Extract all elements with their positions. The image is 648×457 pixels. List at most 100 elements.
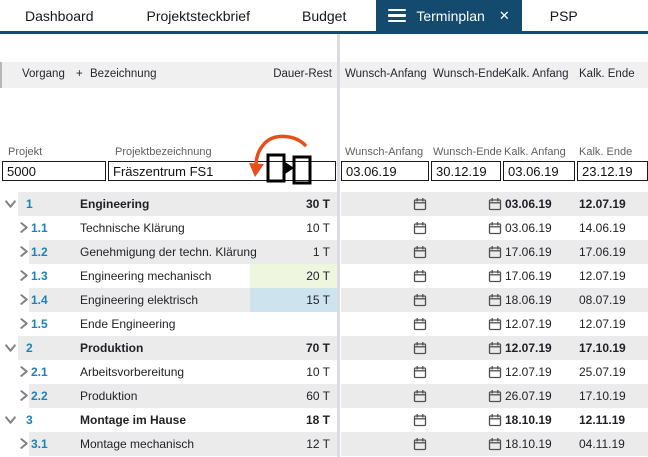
task-duration-cell[interactable]: 15 T: [250, 288, 337, 312]
task-row-left: 1.4 Engineering elektrisch 15 T: [0, 288, 337, 312]
expand-chevron-icon[interactable]: [17, 293, 30, 306]
task-row[interactable]: 2.2 Produktion 60 T 26.07.19 17.10.19: [0, 384, 648, 408]
project-kalk-ende-field[interactable]: [577, 161, 648, 181]
task-duration-cell[interactable]: 12 T: [250, 432, 337, 456]
task-duration-cell[interactable]: 60 T: [250, 384, 337, 408]
task-duration: 20 T: [306, 269, 330, 283]
task-row[interactable]: 1.5 Ende Engineering 12.07.19 12.07.19: [0, 312, 648, 336]
task-row[interactable]: 3 Montage im Hause 18 T 18.10.19 12.11.1…: [0, 408, 648, 432]
wunsch-ende-calendar-icon[interactable]: [488, 389, 502, 403]
task-row-left: 1.2 Genehmigung der techn. Klärung 1 T: [0, 240, 337, 264]
wunsch-anfang-calendar-icon[interactable]: [413, 197, 427, 211]
task-row[interactable]: 2.1 Arbeitsvorbereitung 10 T 12.07.19 25…: [0, 360, 648, 384]
wunsch-anfang-calendar-icon[interactable]: [413, 365, 427, 379]
task-row-right: 03.06.19 12.07.19: [341, 192, 648, 216]
wunsch-anfang-calendar-icon[interactable]: [413, 245, 427, 259]
task-duration-cell[interactable]: 10 T: [250, 216, 337, 240]
task-duration: 15 T: [306, 293, 330, 307]
task-number: 2.2: [31, 389, 48, 403]
tab-terminplan-label: Terminplan: [416, 7, 485, 24]
column-header-row: Vorgang + Bezeichnung Dauer-Rest Wunsch-…: [0, 62, 648, 88]
tab-projektsteckbrief-label: Projektsteckbrief: [146, 7, 250, 24]
task-row-background: [18, 192, 337, 216]
column-kalk-anfang: Kalk. Anfang: [504, 68, 569, 80]
kalk-anfang-date: 12.07.19: [505, 341, 552, 355]
menu-icon[interactable]: [388, 8, 407, 23]
expand-chevron-icon[interactable]: [17, 221, 30, 234]
task-duration-cell[interactable]: 1 T: [250, 240, 337, 264]
wunsch-ende-calendar-icon[interactable]: [488, 245, 502, 259]
task-duration-cell[interactable]: 18 T: [250, 408, 337, 432]
panel-divider[interactable]: [337, 34, 340, 457]
expand-chevron-icon[interactable]: [17, 245, 30, 258]
task-row[interactable]: 1.4 Engineering elektrisch 15 T 18.06.19…: [0, 288, 648, 312]
project-name-field[interactable]: [108, 161, 336, 181]
expand-chevron-icon[interactable]: [4, 197, 17, 210]
kalk-ende-date: 14.06.19: [579, 221, 626, 235]
kalk-anfang-date: 12.07.19: [505, 365, 552, 379]
wunsch-anfang-calendar-icon[interactable]: [413, 341, 427, 355]
kalk-anfang-date: 18.10.19: [505, 437, 552, 451]
project-number-field[interactable]: [2, 161, 106, 181]
project-wunsch-anfang-field[interactable]: [341, 161, 429, 181]
kalk-anfang-date: 18.06.19: [505, 293, 552, 307]
task-name: Engineering: [80, 197, 150, 211]
kalk-anfang-date: 18.10.19: [505, 413, 552, 427]
wunsch-anfang-calendar-icon[interactable]: [413, 221, 427, 235]
project-wunsch-ende-field[interactable]: [431, 161, 501, 181]
wunsch-anfang-calendar-icon[interactable]: [413, 293, 427, 307]
task-duration-cell[interactable]: 70 T: [250, 336, 337, 360]
expand-chevron-icon[interactable]: [17, 269, 30, 282]
wunsch-ende-calendar-icon[interactable]: [488, 413, 502, 427]
tab-projektsteckbrief[interactable]: Projektsteckbrief: [147, 0, 250, 31]
project-header-labels: Projekt Projektbezeichnung Wunsch-Anfang…: [0, 144, 648, 161]
tab-terminplan[interactable]: Terminplan ✕: [376, 0, 522, 31]
expand-chevron-icon[interactable]: [17, 437, 30, 450]
close-icon[interactable]: ✕: [498, 7, 510, 23]
wunsch-ende-calendar-icon[interactable]: [488, 317, 502, 331]
task-duration: 18 T: [305, 413, 330, 427]
task-row[interactable]: 3.1 Montage mechanisch 12 T 18.10.19 04.…: [0, 432, 648, 456]
task-number: 1: [26, 197, 33, 211]
task-row[interactable]: 1 Engineering 30 T 03.06.19 12.07.19: [0, 192, 648, 216]
tab-psp[interactable]: PSP: [550, 0, 578, 31]
task-row-background: [18, 336, 337, 360]
wunsch-anfang-calendar-icon[interactable]: [413, 437, 427, 451]
task-number: 3: [26, 413, 33, 427]
task-duration-cell[interactable]: 30 T: [250, 192, 337, 216]
kalk-ende-date: 08.07.19: [579, 293, 626, 307]
wunsch-anfang-calendar-icon[interactable]: [413, 413, 427, 427]
wunsch-ende-calendar-icon[interactable]: [488, 221, 502, 235]
task-number: 1.2: [31, 245, 48, 259]
task-row-left: 1.5 Ende Engineering: [0, 312, 337, 336]
task-row[interactable]: 2 Produktion 70 T 12.07.19 17.10.19: [0, 336, 648, 360]
task-duration-cell[interactable]: 20 T: [250, 264, 337, 288]
wunsch-ende-calendar-icon[interactable]: [488, 293, 502, 307]
task-row[interactable]: 1.1 Technische Klärung 10 T 03.06.19 14.…: [0, 216, 648, 240]
task-row[interactable]: 1.2 Genehmigung der techn. Klärung 1 T 1…: [0, 240, 648, 264]
task-duration-cell[interactable]: [250, 312, 337, 336]
wunsch-ende-calendar-icon[interactable]: [488, 197, 502, 211]
tab-dashboard[interactable]: Dashboard: [25, 0, 94, 31]
wunsch-ende-calendar-icon[interactable]: [488, 365, 502, 379]
expand-chevron-icon[interactable]: [4, 341, 17, 354]
task-duration-cell[interactable]: 10 T: [250, 360, 337, 384]
expand-chevron-icon[interactable]: [17, 389, 30, 402]
task-row[interactable]: 1.3 Engineering mechanisch 20 T 17.06.19…: [0, 264, 648, 288]
wunsch-anfang-calendar-icon[interactable]: [413, 317, 427, 331]
wunsch-anfang-calendar-icon[interactable]: [413, 389, 427, 403]
task-number: 1.3: [31, 269, 48, 283]
wunsch-ende-calendar-icon[interactable]: [488, 341, 502, 355]
tab-bar: Dashboard Projektsteckbrief Budget Termi…: [0, 0, 648, 34]
tab-budget[interactable]: Budget: [302, 0, 346, 31]
expand-chevron-icon[interactable]: [17, 365, 30, 378]
wunsch-anfang-calendar-icon[interactable]: [413, 269, 427, 283]
expand-chevron-icon[interactable]: [4, 413, 17, 426]
task-row-right: 17.06.19 17.06.19: [341, 240, 648, 264]
add-task-button[interactable]: +: [76, 68, 83, 80]
wunsch-ende-calendar-icon[interactable]: [488, 269, 502, 283]
project-kalk-anfang-field[interactable]: [503, 161, 575, 181]
wunsch-ende-calendar-icon[interactable]: [488, 437, 502, 451]
expand-chevron-icon[interactable]: [17, 317, 30, 330]
task-name: Genehmigung der techn. Klärung: [80, 245, 257, 259]
